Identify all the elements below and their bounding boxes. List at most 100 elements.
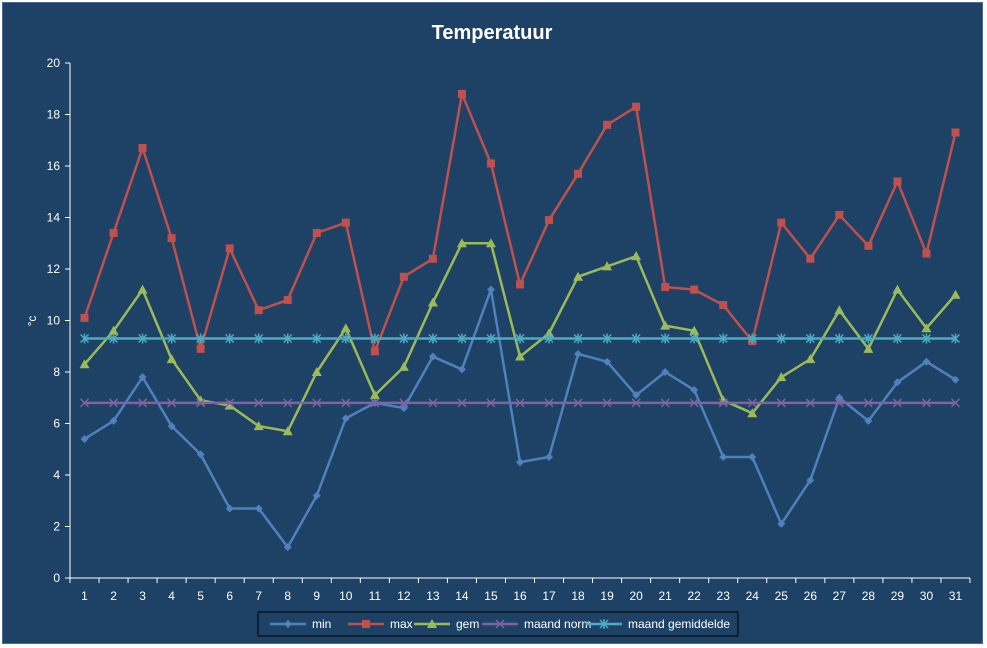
data-point-maand-gemiddelde [921, 333, 931, 344]
x-tick-label: 8 [284, 589, 291, 603]
data-point-max [283, 295, 292, 304]
y-tick-label: 18 [47, 108, 61, 122]
data-point-maand-norm [167, 398, 177, 408]
data-point-min [399, 404, 408, 413]
data-point-min [167, 422, 176, 431]
data-point-maand-norm [950, 398, 961, 408]
x-tick-label: 27 [833, 589, 847, 603]
data-point-maand-norm [747, 398, 757, 408]
legend-marker-gem [427, 619, 437, 628]
x-tick-label: 19 [600, 589, 614, 603]
y-axis-label: °c [25, 316, 39, 327]
data-point-min [806, 476, 815, 485]
data-point-maand-gemiddelde [312, 333, 322, 344]
series-line-min [83, 288, 957, 549]
data-point-gem [427, 297, 438, 307]
data-point-gem [282, 426, 293, 436]
x-tick-label: 1 [81, 589, 88, 603]
data-point-maand-norm [515, 398, 525, 408]
x-tick-label: 18 [571, 589, 585, 603]
x-tick-label: 7 [255, 589, 262, 603]
data-point-maand-gemiddelde [689, 333, 699, 344]
data-point-max [196, 344, 205, 353]
data-point-maand-norm [254, 398, 264, 408]
data-point-maand-norm [660, 398, 670, 408]
legend-label-maand-norm: maand norm [524, 617, 591, 631]
data-point-gem [631, 251, 642, 261]
legend-marker-min [284, 620, 292, 628]
data-point-maand-gemiddelde [950, 333, 961, 344]
y-tick-label: 8 [53, 365, 60, 379]
data-point-gem [776, 372, 787, 382]
data-point-maand-norm [602, 398, 612, 408]
data-point-maand-norm [370, 398, 380, 408]
data-point-maand-gemiddelde [138, 333, 148, 344]
data-point-min [196, 450, 205, 459]
data-point-maand-gemiddelde [602, 333, 612, 344]
data-point-max [138, 143, 147, 152]
data-point-min [80, 434, 89, 443]
data-point-max [516, 280, 524, 289]
x-tick-label: 23 [717, 589, 731, 603]
data-point-max [225, 244, 234, 253]
x-tick-label: 6 [226, 589, 233, 603]
x-tick-label: 30 [920, 589, 934, 603]
data-point-gem [660, 320, 671, 330]
series-maand-norm [79, 398, 961, 408]
data-point-min [545, 452, 554, 461]
data-point-min [719, 452, 728, 461]
data-point-min [516, 458, 524, 467]
data-point-maand-norm [718, 398, 728, 408]
data-point-max [777, 218, 786, 227]
y-tick-label: 0 [53, 571, 60, 585]
x-tick-label: 12 [397, 589, 411, 603]
data-point-max [167, 234, 176, 243]
x-tick-label: 16 [513, 589, 527, 603]
data-point-maand-norm [544, 398, 554, 408]
data-point-max [719, 301, 728, 310]
data-point-maand-gemiddelde [892, 333, 902, 344]
data-point-maand-gemiddelde [370, 333, 380, 344]
data-point-gem [921, 323, 932, 333]
data-point-maand-norm [631, 398, 641, 408]
data-point-maand-gemiddelde [660, 333, 670, 344]
y-tick-label: 4 [53, 468, 60, 482]
series-line-max [83, 92, 957, 353]
legend-marker-max [362, 620, 370, 628]
x-tick-label: 31 [949, 589, 963, 603]
x-tick-label: 14 [455, 589, 469, 603]
data-point-min [341, 414, 350, 423]
series-group [79, 89, 961, 552]
data-point-min [748, 452, 757, 461]
x-tick-label: 21 [658, 589, 672, 603]
data-point-maand-norm [341, 398, 351, 408]
data-point-min [951, 375, 960, 384]
data-point-maand-gemiddelde [747, 333, 757, 344]
data-point-max [370, 347, 379, 356]
y-tick-label: 2 [53, 520, 60, 534]
data-point-max [312, 228, 321, 237]
data-point-min [428, 352, 437, 361]
data-point-gem [311, 367, 322, 376]
data-point-maand-norm [225, 398, 235, 408]
x-tick-label: 11 [369, 589, 382, 603]
y-tick-label: 16 [47, 159, 61, 173]
legend-marker-maand-gemiddelde [599, 619, 609, 629]
data-point-gem [398, 361, 409, 371]
data-point-maand-gemiddelde [457, 333, 467, 344]
data-point-gem [224, 400, 235, 410]
data-point-min [486, 285, 495, 294]
data-point-gem [79, 359, 90, 369]
data-point-max [661, 283, 670, 292]
data-point-min [690, 386, 699, 395]
data-point-gem [834, 305, 845, 315]
data-point-maand-gemiddelde [486, 333, 496, 344]
data-point-maand-norm [79, 398, 90, 408]
x-tick-label: 25 [775, 589, 789, 603]
data-point-gem [950, 289, 961, 299]
y-tick-label: 14 [47, 211, 61, 225]
data-point-maand-norm [805, 398, 815, 408]
series-min [80, 285, 960, 552]
data-point-gem [166, 354, 177, 364]
